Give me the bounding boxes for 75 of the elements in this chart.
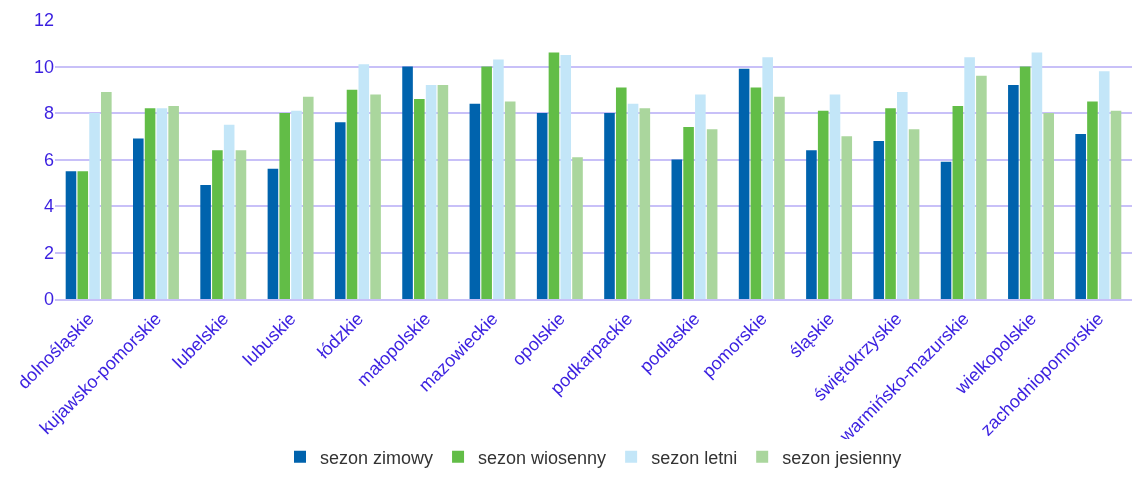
bar: [1075, 133, 1086, 299]
bar: [469, 103, 481, 299]
bar: [437, 85, 449, 299]
bar: [897, 92, 908, 299]
bar: [425, 85, 437, 299]
bar: [223, 124, 235, 299]
bar: [841, 136, 853, 299]
bar: [481, 66, 492, 299]
y-tick-label: 10: [33, 56, 54, 77]
bar: [1008, 85, 1019, 299]
bar: [414, 99, 425, 299]
y-tick-label: 8: [43, 103, 54, 124]
bar: [940, 161, 952, 299]
legend-label: sezon jesienny: [782, 447, 902, 468]
bar: [358, 64, 370, 299]
bar: [1019, 66, 1031, 299]
bar: [885, 108, 896, 299]
bar: [200, 185, 211, 299]
bar: [1098, 71, 1110, 299]
y-tick-label: 4: [43, 196, 54, 217]
bar: [817, 110, 829, 299]
bar: [964, 57, 975, 299]
bar: [774, 96, 785, 299]
bar: [1087, 101, 1098, 299]
bar: [1110, 110, 1122, 299]
bar: [671, 159, 683, 299]
bar: [77, 171, 89, 299]
bar: [370, 94, 381, 299]
bar: [493, 59, 504, 299]
legend-label: sezon letni: [651, 447, 738, 468]
bar: [235, 150, 247, 299]
bar: [402, 66, 413, 299]
bar: [65, 171, 77, 299]
bar: [976, 75, 987, 299]
bar: [291, 110, 302, 299]
bar: [604, 113, 615, 299]
y-tick-label: 2: [43, 242, 54, 263]
bar: [279, 113, 290, 299]
bar: [101, 92, 112, 299]
bar: [89, 113, 100, 299]
bar: [572, 157, 583, 299]
bar: [346, 89, 358, 299]
bar: [627, 103, 639, 299]
bar: [334, 122, 346, 299]
bar: [1043, 113, 1054, 299]
bar: [738, 68, 750, 299]
bar: [873, 140, 885, 299]
bar: [267, 168, 279, 299]
bar: [133, 138, 144, 299]
legend-label: sezon wiosenny: [478, 447, 607, 468]
bar: [536, 113, 548, 299]
bar: [908, 129, 920, 299]
bar: [144, 108, 156, 299]
bar: [683, 126, 694, 299]
bar: [1031, 52, 1043, 299]
bar: [706, 129, 718, 299]
bar: [504, 101, 516, 299]
legend-label: sezon zimowy: [320, 447, 434, 468]
bar: [952, 106, 964, 299]
bar: [806, 150, 817, 299]
bar: [212, 150, 223, 299]
bar: [762, 57, 773, 299]
y-tick-label: 0: [43, 289, 54, 310]
bar: [548, 52, 560, 299]
bar: [560, 54, 572, 299]
bar: [302, 96, 314, 299]
y-tick-label: 6: [43, 149, 54, 170]
y-tick-label: 12: [33, 10, 54, 31]
bar: [639, 108, 651, 299]
bar: [168, 106, 179, 299]
bar: [829, 94, 841, 299]
bar: [695, 94, 706, 299]
bar: [156, 108, 168, 299]
bar: [750, 87, 762, 299]
bar: [615, 87, 627, 299]
